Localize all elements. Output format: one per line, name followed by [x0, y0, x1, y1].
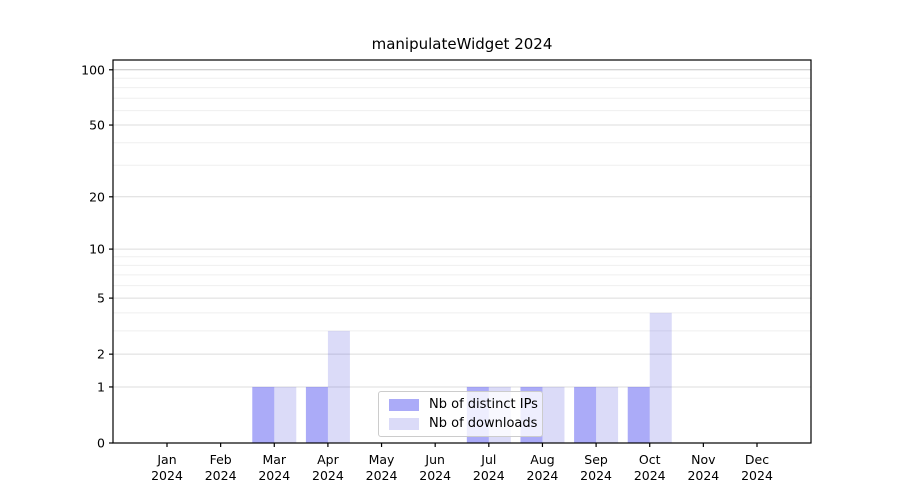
x-tick-label-year: 2024 — [687, 468, 719, 483]
x-tick-label-year: 2024 — [741, 468, 773, 483]
x-tick-label-month: Dec — [745, 452, 769, 467]
x-tick-label-year: 2024 — [258, 468, 290, 483]
bar-distinct-ips-apr — [305, 386, 328, 443]
x-tick-label-year: 2024 — [634, 468, 666, 483]
y-tick-label: 50 — [89, 118, 105, 133]
legend-swatch-distinct-ips — [389, 398, 419, 411]
bar-downloads-mar — [274, 386, 297, 443]
x-tick-label-month: Nov — [691, 452, 716, 467]
x-tick-label-year: 2024 — [205, 468, 237, 483]
x-tick-label-month: Apr — [317, 452, 339, 467]
legend-swatch-downloads — [389, 417, 419, 430]
x-tick-label-month: Oct — [639, 452, 661, 467]
x-tick-label-year: 2024 — [419, 468, 451, 483]
x-tick-label-month: Feb — [210, 452, 232, 467]
x-tick-label-year: 2024 — [151, 468, 183, 483]
plot-frame — [112, 59, 812, 444]
bar-distinct-ips-mar — [252, 386, 275, 443]
legend-label-downloads: Nb of downloads — [429, 416, 538, 431]
x-tick-label-month: Jun — [424, 452, 445, 467]
x-tick-label-month: Aug — [530, 452, 554, 467]
y-tick-label: 1 — [97, 379, 105, 394]
bar-downloads-aug — [542, 386, 565, 443]
y-tick-label: 5 — [97, 291, 105, 306]
y-tick-label: 0 — [97, 436, 105, 451]
x-tick-label-month: Jul — [480, 452, 496, 467]
legend: Nb of distinct IPs Nb of downloads — [378, 391, 543, 437]
x-tick-label-year: 2024 — [580, 468, 612, 483]
bar-distinct-ips-sep — [574, 386, 597, 443]
chart-title: manipulateWidget 2024 — [371, 35, 553, 53]
x-tick-label-month: Jan — [156, 452, 176, 467]
x-tick-label-year: 2024 — [366, 468, 398, 483]
x-tick-label-year: 2024 — [473, 468, 505, 483]
x-tick-label-month: May — [369, 452, 395, 467]
y-tick-label: 100 — [81, 62, 105, 77]
y-tick-label: 2 — [97, 347, 105, 362]
bar-downloads-apr — [327, 330, 350, 443]
y-tick-label: 20 — [89, 189, 105, 204]
legend-entry-downloads: Nb of downloads — [385, 416, 538, 431]
legend-label-distinct-ips: Nb of distinct IPs — [429, 397, 538, 412]
y-tick-label: 10 — [89, 242, 105, 257]
x-tick-label-month: Mar — [262, 452, 286, 467]
x-tick-label-year: 2024 — [312, 468, 344, 483]
bar-distinct-ips-oct — [627, 386, 650, 443]
x-tick-label-month: Sep — [584, 452, 608, 467]
bar-downloads-sep — [596, 386, 619, 443]
bar-downloads-oct — [649, 312, 672, 443]
x-tick-label-year: 2024 — [527, 468, 559, 483]
legend-entry-distinct-ips: Nb of distinct IPs — [385, 397, 538, 412]
